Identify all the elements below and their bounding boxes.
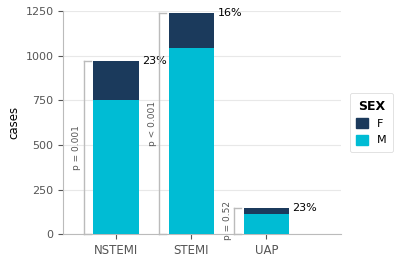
Legend: F, M: F, M (350, 93, 393, 152)
Bar (244, 214, 289, 234)
Bar (94, 61, 138, 100)
Bar (244, 208, 289, 214)
Text: p < 0.001: p < 0.001 (148, 101, 156, 146)
Bar (94, 100, 138, 234)
Bar (168, 49, 214, 234)
Text: p = 0.52: p = 0.52 (223, 201, 232, 241)
Text: 16%: 16% (218, 8, 242, 18)
Bar (168, 13, 214, 49)
Text: 23%: 23% (142, 56, 167, 66)
Text: 23%: 23% (292, 202, 317, 213)
Text: p = 0.001: p = 0.001 (72, 125, 81, 170)
Y-axis label: cases: cases (7, 106, 20, 139)
